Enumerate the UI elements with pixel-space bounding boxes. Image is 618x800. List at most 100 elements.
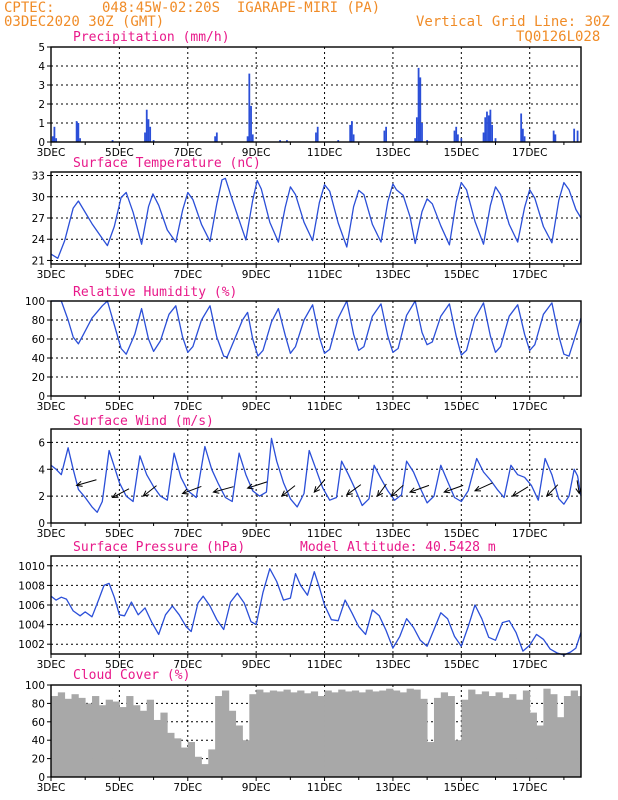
precip-bar [214,136,217,142]
x-tick-label: 7DEC [173,401,202,413]
wind-vector-head [443,487,451,494]
precip-bar [251,134,254,142]
x-tick-label: 9DEC [242,659,271,671]
precip-bar [111,140,114,142]
cloud-bar [153,719,161,777]
rh-title: Relative Humidity (%) [73,285,237,300]
y-tick-label: 60 [32,717,45,729]
wind-vector [247,481,268,489]
y-tick-label: 1010 [18,561,45,573]
wind-vector-head [511,490,519,497]
x-tick-label: 11DEC [307,659,342,671]
cloud-bar [386,688,394,777]
cloud-bar [577,696,582,777]
y-tick-label: 1002 [18,639,45,651]
precip-bar [286,140,288,142]
header-date: 03DEC2020 30Z (GMT) [4,14,165,30]
x-tick-label: 15DEC [444,528,479,540]
precip-bar [573,128,576,142]
precip-bar [491,124,493,142]
cloud-bar [235,725,243,777]
precip-bar [385,126,387,142]
y-tick-label: 21 [32,255,45,267]
precip-bar [426,140,429,142]
wind-vector-head [408,487,417,494]
precip-bar [520,113,523,142]
y-tick-label: 0 [38,772,45,784]
precip-bar [482,132,485,142]
y-tick-label: 2 [38,99,45,111]
cloud-bar [488,696,496,777]
x-tick-label: 15DEC [444,147,479,159]
y-tick-label: 0 [38,518,45,530]
y-tick-label: 6 [38,437,45,449]
x-tick-label: 11DEC [307,269,342,281]
cloud-title: Cloud Cover (%) [73,668,190,683]
precip-bar [246,136,249,142]
wind-vector [576,480,580,494]
precip-bar [316,126,319,142]
cloud-frame [50,684,582,778]
cloud-bar [522,690,531,777]
precip-bar [149,126,152,142]
x-tick-label: 5DEC [105,269,134,281]
precip-bar [489,109,492,142]
wind-vector-head [142,490,150,497]
cloud-bar [475,694,483,777]
y-tick-label: 100 [25,680,45,692]
y-tick-label: 2 [38,491,45,503]
precip-bar [152,140,155,142]
cloud-bar [454,740,462,777]
precip-bar [417,67,420,142]
y-tick-label: 20 [32,754,45,766]
cloud-bar [167,732,175,777]
x-tick-label: 17DEC [512,269,547,281]
cloud-bar [112,701,120,777]
header-code: TQ0126L028 [516,29,601,45]
precip-bar [53,126,56,142]
x-tick-label: 13DEC [375,401,410,413]
y-tick-label: 100 [25,296,45,308]
x-tick-label: 15DEC [444,269,479,281]
x-tick-label: 7DEC [173,659,202,671]
wind-vector [346,484,362,496]
cloud-bar [345,691,353,777]
x-tick-label: 3DEC [37,401,66,413]
temp-title: Surface Temperature (nC) [73,156,261,171]
precip-bar [55,138,58,142]
header-source: CPTEC: [4,0,55,16]
y-tick-label: 3 [38,80,45,92]
x-tick-label: 5DEC [105,782,134,794]
y-tick-label: 4 [38,464,45,476]
x-tick-label: 15DEC [444,659,479,671]
x-tick-label: 17DEC [512,528,547,540]
y-tick-label: 1004 [18,620,45,632]
wind-vector [182,485,202,494]
precip-bar [415,117,418,142]
wind-vector-head [473,485,482,492]
x-tick-label: 17DEC [512,782,547,794]
x-tick-label: 13DEC [375,147,410,159]
cloud-bar [495,692,503,777]
precip-bar [279,140,281,142]
cloud-bar [105,699,113,777]
y-tick-label: 24 [32,234,46,246]
x-tick-label: 13DEC [375,528,410,540]
wind-vector [76,479,97,486]
x-tick-label: 11DEC [307,528,342,540]
precip-title: Precipitation (mm/h) [73,30,230,45]
precip-bar [250,105,252,142]
cloud-bar [139,710,148,777]
x-tick-label: 3DEC [37,659,66,671]
precip-bar [494,138,497,142]
y-tick-label: 1008 [18,580,45,592]
cloud-bar [447,696,455,777]
cloud-bar [146,699,154,777]
x-tick-label: 17DEC [512,659,547,671]
wind-vector-head [545,490,553,497]
x-tick-label: 9DEC [242,782,271,794]
precip-bar [51,136,54,142]
x-tick-label: 7DEC [173,147,202,159]
y-tick-label: 5 [38,42,45,54]
precip-bar [383,130,386,142]
